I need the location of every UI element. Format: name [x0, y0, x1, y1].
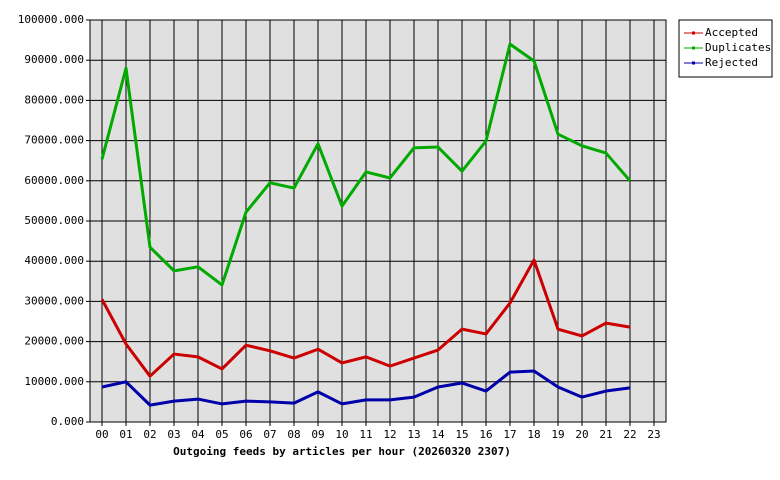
y-tick-label: 70000.000	[24, 134, 84, 147]
x-tick-label: 16	[479, 428, 492, 441]
x-tick-label: 22	[623, 428, 636, 441]
y-tick-label: 30000.000	[24, 294, 84, 307]
y-tick-label: 0.000	[51, 415, 84, 428]
x-axis-title: Outgoing feeds by articles per hour (202…	[173, 445, 511, 458]
y-tick-label: 100000.000	[18, 13, 84, 26]
x-tick-label: 14	[431, 428, 445, 441]
x-tick-label: 19	[551, 428, 564, 441]
legend-dot	[692, 31, 695, 35]
x-tick-label: 03	[167, 428, 180, 441]
legend-dot	[692, 61, 695, 65]
legend-dot	[692, 46, 695, 50]
x-tick-label: 13	[407, 428, 420, 441]
x-tick-label: 02	[143, 428, 156, 441]
y-tick-label: 80000.000	[24, 93, 84, 106]
x-tick-label: 23	[647, 428, 660, 441]
y-tick-label: 20000.000	[24, 335, 84, 348]
x-tick-label: 21	[599, 428, 612, 441]
x-tick-label: 09	[311, 428, 324, 441]
x-tick-label: 12	[383, 428, 396, 441]
y-tick-label: 60000.000	[24, 174, 84, 187]
x-tick-label: 18	[527, 428, 540, 441]
legend-label: Rejected	[705, 56, 758, 69]
y-tick-label: 40000.000	[24, 254, 84, 267]
y-tick-label: 10000.000	[24, 375, 84, 388]
x-tick-label: 01	[119, 428, 132, 441]
x-tick-label: 08	[287, 428, 300, 441]
legend-label: Duplicates	[705, 41, 771, 54]
x-tick-label: 10	[335, 428, 348, 441]
series-line	[101, 369, 631, 407]
x-tick-label: 15	[455, 428, 468, 441]
legend-label: Accepted	[705, 26, 758, 39]
x-tick-label: 06	[239, 428, 252, 441]
series-line	[100, 258, 631, 378]
series-line	[100, 42, 632, 287]
x-tick-label: 05	[215, 428, 228, 441]
y-tick-label: 50000.000	[24, 214, 84, 227]
x-tick-label: 04	[191, 428, 205, 441]
x-tick-label: 00	[95, 428, 108, 441]
x-tick-label: 20	[575, 428, 588, 441]
x-tick-label: 11	[359, 428, 372, 441]
x-tick-label: 17	[503, 428, 516, 441]
y-tick-label: 90000.000	[24, 53, 84, 66]
x-tick-label: 07	[263, 428, 276, 441]
